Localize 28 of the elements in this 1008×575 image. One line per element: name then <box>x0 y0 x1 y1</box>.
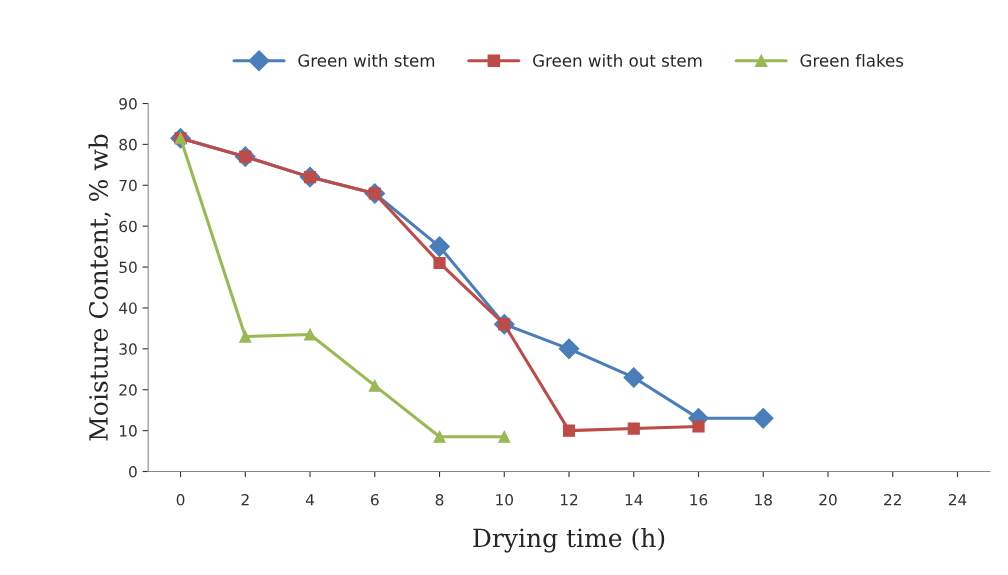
y-tick-label: 90 <box>119 97 137 110</box>
x-tick-label: 4 <box>305 494 315 506</box>
x-tick-label: 24 <box>948 493 967 506</box>
x-tick-label: 6 <box>370 493 379 506</box>
y-tick-label: 10 <box>120 425 137 437</box>
x-tick-label: 12 <box>560 493 578 506</box>
x-tick-label: 10 <box>496 493 513 506</box>
x-axis-title: Drying time (h) <box>473 527 665 553</box>
y-tick-label: 50 <box>119 261 137 274</box>
y-tick-label: 60 <box>119 220 137 233</box>
x-tick-label: 20 <box>819 493 837 506</box>
y-axis-title: Moisture Content, % wb <box>88 134 111 441</box>
x-tick-label: 14 <box>625 494 643 506</box>
legend-label: Green with out stem <box>533 53 702 67</box>
x-tick-label: 0 <box>176 493 185 506</box>
legend-label: Green flakes <box>800 53 904 67</box>
y-tick-label: 30 <box>119 343 137 355</box>
x-tick-label: 16 <box>690 493 708 506</box>
x-tick-label: 22 <box>884 493 901 506</box>
x-tick-label: 18 <box>755 493 772 506</box>
y-tick-label: 80 <box>119 138 137 151</box>
legend-label: Green with stem <box>298 53 435 67</box>
x-tick-label: 2 <box>241 493 249 506</box>
y-tick-label: 70 <box>119 179 137 192</box>
y-tick-label: 0 <box>129 465 137 478</box>
x-tick-label: 8 <box>435 493 444 506</box>
y-tick-label: 20 <box>119 384 137 396</box>
y-tick-label: 40 <box>119 302 137 314</box>
